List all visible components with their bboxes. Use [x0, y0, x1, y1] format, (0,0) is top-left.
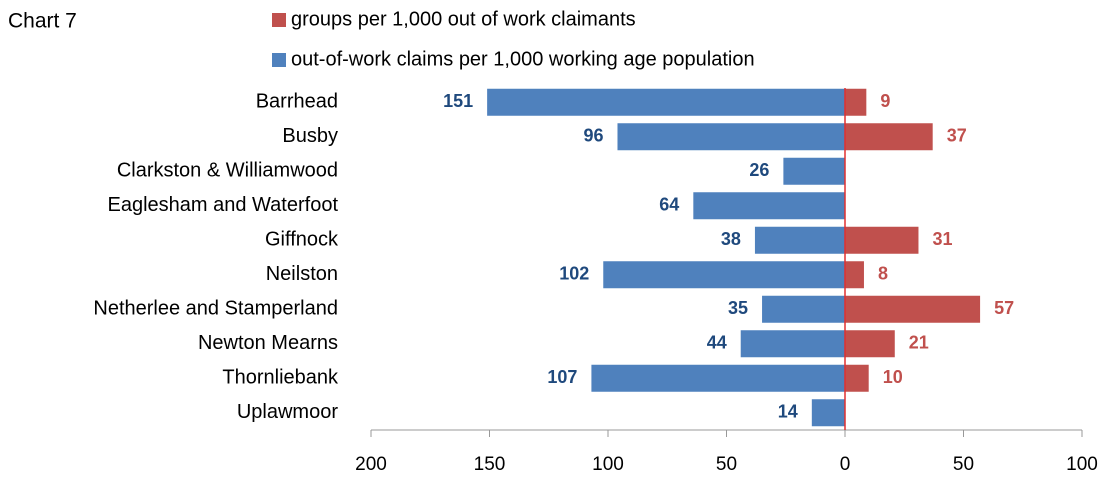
bar [845, 330, 895, 358]
value-label: 151 [443, 91, 473, 111]
category-label: Uplawmoor [237, 401, 338, 423]
bar [811, 399, 845, 427]
bar [845, 88, 867, 116]
value-label: 21 [909, 333, 929, 353]
value-label: 10 [883, 367, 903, 387]
category-label: Newton Mearns [198, 332, 338, 354]
bar [783, 157, 845, 185]
category-label: Eaglesham and Waterfoot [108, 194, 339, 216]
bar [603, 261, 845, 289]
value-label: 9 [880, 91, 890, 111]
category-label: Thornliebank [222, 367, 339, 389]
bar [845, 226, 919, 254]
bar [617, 123, 845, 151]
x-tick-label: 100 [1066, 454, 1098, 475]
bar [845, 295, 981, 323]
bar [762, 295, 845, 323]
bar [845, 261, 864, 289]
value-label: 26 [749, 160, 769, 180]
bar [845, 364, 869, 392]
bar [740, 330, 845, 358]
value-label: 102 [559, 264, 589, 284]
value-label: 38 [721, 229, 741, 249]
x-tick-label: 50 [716, 454, 737, 475]
legend-label: out-of-work claims per 1,000 working age… [291, 48, 755, 70]
category-label: Neilston [266, 263, 338, 285]
legend-label: groups per 1,000 out of work claimants [291, 8, 636, 30]
x-tick-label: 100 [592, 454, 624, 475]
value-label: 35 [728, 298, 748, 318]
bar [845, 123, 933, 151]
category-label: Clarkston & Williamwood [117, 160, 338, 182]
value-label: 96 [583, 126, 603, 146]
x-tick-label: 0 [840, 454, 851, 475]
bar [693, 192, 845, 220]
category-label: Netherlee and Stamperland [93, 298, 338, 320]
category-label: Giffnock [265, 229, 339, 251]
value-label: 8 [878, 264, 888, 284]
x-tick-label: 150 [474, 454, 506, 475]
value-label: 57 [994, 298, 1014, 318]
legend-swatch [272, 53, 286, 67]
value-label: 107 [547, 367, 577, 387]
value-label: 14 [778, 402, 798, 422]
chart-title: Chart 7 [8, 10, 77, 33]
category-label: Busby [282, 125, 338, 147]
value-label: 64 [659, 195, 679, 215]
value-label: 31 [932, 229, 952, 249]
bar [754, 226, 845, 254]
value-label: 37 [947, 126, 967, 146]
bar [487, 88, 845, 116]
x-tick-label: 50 [953, 454, 974, 475]
bar [591, 364, 845, 392]
x-tick-label: 200 [355, 454, 387, 475]
category-label: Barrhead [256, 91, 338, 113]
legend-swatch [272, 13, 286, 27]
value-label: 44 [707, 333, 727, 353]
